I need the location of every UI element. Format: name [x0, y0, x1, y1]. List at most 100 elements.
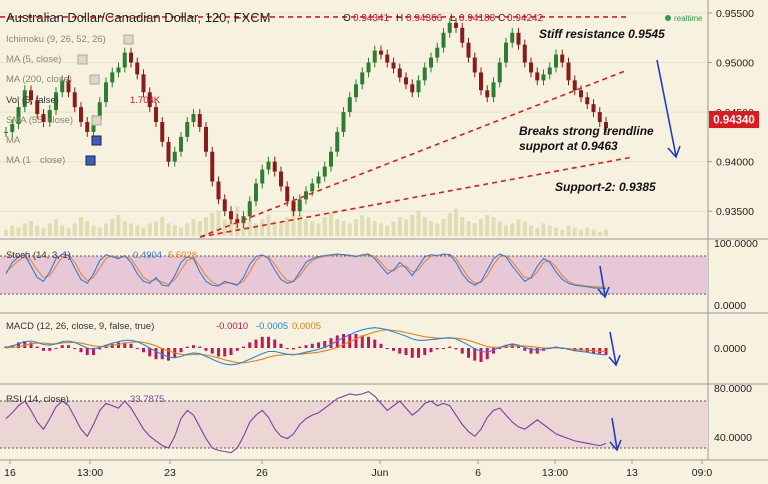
volume-bar — [460, 217, 465, 236]
candle-body — [29, 90, 33, 101]
legend-mab-settings-icon[interactable] — [85, 155, 96, 166]
volume-bar — [10, 225, 15, 236]
macd-histogram-bar — [285, 348, 289, 349]
stoch-lines — [5, 253, 607, 290]
volume-bar — [179, 227, 183, 236]
volume-bar — [79, 217, 83, 236]
macd-histogram-bar — [273, 339, 277, 348]
macd-histogram-bar — [367, 336, 370, 348]
volume-bar — [447, 212, 452, 236]
macd-histogram-bar — [435, 348, 439, 350]
trendlines[interactable] — [0, 16, 634, 238]
macd-histogram-bar — [535, 348, 539, 354]
candle-body — [260, 169, 265, 184]
macd-histogram-bar — [10, 345, 14, 348]
volume-bar — [529, 225, 533, 236]
macd-v1: -0.0010 — [216, 321, 248, 332]
macd-histogram-bar — [298, 346, 302, 348]
candle-body — [285, 186, 290, 202]
main-panel-bg — [0, 0, 708, 238]
macd-line — [5, 327, 607, 366]
ohlc-h-value: 0.94366 — [406, 13, 443, 24]
candle-body — [379, 50, 383, 55]
current-price-tag — [709, 111, 759, 128]
rsi-tick-bottom: 40.0000 — [714, 432, 752, 444]
macd-histogram-bar — [410, 348, 414, 358]
ohlc-o-label: O — [343, 13, 351, 24]
candle-body — [41, 114, 46, 122]
candle-body — [560, 54, 565, 63]
volume-bar — [316, 223, 321, 236]
volume-bar — [60, 225, 65, 236]
volume-bar — [216, 210, 221, 236]
legend-ma-settings-icon[interactable] — [91, 135, 102, 146]
candle-body — [35, 100, 40, 115]
volume-bar — [147, 223, 152, 236]
rsi-band — [0, 401, 708, 448]
macd-histogram-bar — [254, 339, 258, 348]
macd-histogram-bar — [198, 346, 202, 348]
macd-drawing — [4, 327, 608, 366]
volume-bar — [422, 217, 427, 236]
candle-body — [404, 77, 408, 85]
volume-bar — [435, 223, 440, 236]
rsi-line — [5, 390, 607, 454]
legend-ma5-settings-icon[interactable] — [77, 54, 88, 65]
macd-histogram-bar — [23, 341, 27, 348]
macd-histogram-bar — [142, 348, 145, 353]
volume-bar — [47, 223, 52, 236]
symbol-title: Australian Dollar/Canadian Dollar, 120, … — [6, 10, 270, 25]
stoch-k-line — [5, 253, 607, 290]
volume-bar — [579, 229, 583, 236]
macd-histogram-bar — [348, 334, 352, 348]
macd-histogram-bar — [279, 343, 283, 348]
volume-bar — [129, 223, 133, 236]
volume-bar — [572, 227, 577, 236]
volume-bar — [197, 221, 202, 236]
time-tick-label: 6 — [475, 467, 481, 479]
candle-body — [266, 161, 271, 170]
candle-body — [585, 97, 590, 105]
current-price-label: 0.94340 — [713, 115, 755, 127]
macd-histogram-bar — [485, 348, 489, 360]
ohlc-c-value: 0.94242 — [507, 13, 544, 24]
volume-bar — [554, 227, 558, 236]
candle-body — [529, 62, 533, 73]
candle-body — [385, 54, 390, 63]
macd-histogram-bar — [185, 346, 189, 348]
volume-bar — [360, 215, 365, 236]
rsi-series-line — [5, 390, 607, 454]
candle-body — [116, 67, 121, 73]
macd-histogram-bar — [17, 342, 20, 348]
candle-body — [47, 110, 52, 122]
macd-histogram-bar — [129, 343, 133, 348]
candle-body — [410, 84, 415, 93]
legend-sma55-settings-icon[interactable] — [91, 115, 102, 126]
volume-bar — [591, 229, 596, 236]
volume-bar — [504, 225, 508, 236]
candle-body — [597, 112, 602, 122]
macd-histogram-bar — [110, 343, 114, 348]
legend-ma200: MA (200, close) — [6, 74, 72, 85]
volume-bar — [391, 221, 396, 236]
legend-buttons[interactable] — [77, 34, 134, 166]
volume-bar — [91, 225, 96, 236]
volume-bar — [4, 229, 8, 236]
macd-histogram-bar — [329, 338, 333, 348]
down-arrow-icon — [656, 59, 681, 159]
legend-ichimoku-settings-icon[interactable] — [123, 34, 134, 45]
candle-body — [160, 122, 165, 142]
legend-ma5: MA (5, close) — [6, 54, 61, 65]
price-tick-label: 0.94000 — [716, 157, 754, 169]
candle-body — [79, 107, 83, 122]
rsi-tick-top: 80.0000 — [714, 383, 752, 395]
legend-ma200-settings-icon[interactable] — [89, 74, 100, 85]
macd-histogram-bar — [123, 342, 127, 348]
macd-histogram-bar — [460, 348, 464, 354]
candle-body — [547, 67, 552, 75]
macd-histogram-bar — [167, 348, 170, 361]
volume-bar — [204, 217, 208, 236]
candle-body — [185, 122, 190, 137]
candle-body — [54, 92, 58, 111]
